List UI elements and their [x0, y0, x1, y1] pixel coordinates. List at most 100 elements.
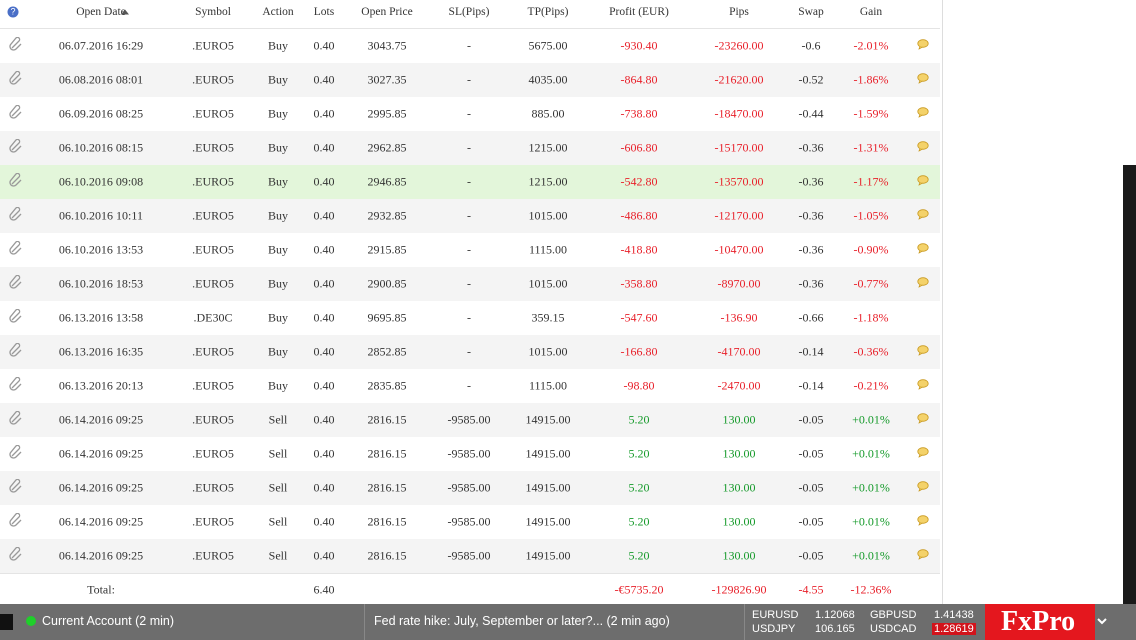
cell: 130.00: [722, 548, 756, 563]
cell: -2470.00: [717, 378, 761, 393]
column-header[interactable]: Symbol: [195, 6, 231, 18]
cell: 2962.85: [367, 140, 407, 155]
news-headline[interactable]: Fed rate hike: July, September or later?…: [374, 614, 670, 628]
logo-box[interactable]: FxPro: [985, 604, 1095, 640]
trade-row[interactable]: 06.08.2016 08:01 .EURO5 Buy 0.40 3027.35 - 403…: [0, 63, 940, 98]
cell: -486.80: [620, 208, 658, 223]
quote-price: 1.28619: [932, 623, 976, 635]
trade-row[interactable]: 06.10.2016 10:11 .EURO5 Buy 0.40 2932.85 - 101…: [0, 199, 940, 234]
attach-icon[interactable]: [9, 172, 23, 191]
comment-icon[interactable]: [917, 549, 929, 564]
attach-icon[interactable]: [9, 104, 23, 123]
trade-row[interactable]: 06.10.2016 18:53 .EURO5 Buy 0.40 2900.85 - 101…: [0, 267, 940, 302]
attach-icon[interactable]: [9, 410, 23, 429]
total-profit: -€5735.20: [614, 582, 664, 597]
comment-icon[interactable]: [917, 175, 929, 190]
attach-icon[interactable]: [9, 138, 23, 157]
attach-icon[interactable]: [9, 206, 23, 225]
cell: 1115.00: [528, 242, 568, 257]
trade-row[interactable]: 06.13.2016 20:13 .EURO5 Buy 0.40 2835.85 - 111…: [0, 369, 940, 404]
column-header[interactable]: Pips: [729, 6, 749, 18]
chevron[interactable]: [1096, 616, 1108, 626]
cell: 130.00: [722, 412, 756, 427]
cell: 06.10.2016 13:53: [58, 242, 144, 257]
cell: 885.00: [531, 106, 565, 121]
trade-row[interactable]: 06.10.2016 09:08 .EURO5 Buy 0.40 2946.85 - 121…: [0, 165, 940, 200]
column-header[interactable]: Open Date: [76, 6, 126, 18]
menu-square[interactable]: [0, 614, 13, 630]
cell: -9585.00: [447, 548, 491, 563]
cell: Buy: [267, 208, 289, 223]
comment-icon[interactable]: [917, 73, 929, 88]
attach-icon[interactable]: [9, 240, 23, 259]
attach-icon[interactable]: [9, 342, 23, 361]
column-header[interactable]: Action: [262, 6, 294, 18]
cell: -1.18%: [853, 310, 889, 325]
comment-icon[interactable]: [917, 413, 929, 428]
cell: 0.40: [313, 38, 335, 53]
cell: 14915.00: [525, 446, 571, 461]
cell: -10470.00: [714, 242, 764, 257]
attach-icon[interactable]: [9, 376, 23, 395]
comment-icon[interactable]: [917, 141, 929, 156]
trade-row[interactable]: 06.14.2016 09:25 .EURO5 Sell 0.40 2816.15 -95…: [0, 471, 940, 506]
attach-icon[interactable]: [9, 478, 23, 497]
cell: 0.40: [313, 310, 335, 325]
status-bar: Current Account (2 min) Fed rate hike: J…: [0, 604, 1136, 640]
cell: Buy: [267, 140, 289, 155]
cell: 06.14.2016 09:25: [58, 446, 144, 461]
attach-icon[interactable]: [9, 512, 23, 531]
trade-row[interactable]: 06.10.2016 08:15 .EURO5 Buy 0.40 2962.85 - 121…: [0, 131, 940, 166]
column-header[interactable]: Profit (EUR): [609, 6, 669, 18]
cell: -: [467, 310, 471, 325]
cell: 06.13.2016 13:58: [58, 310, 144, 325]
cell: .EURO5: [192, 242, 234, 257]
attach-icon[interactable]: [9, 36, 23, 55]
trade-row[interactable]: 06.10.2016 13:53 .EURO5 Buy 0.40 2915.85 - 111…: [0, 233, 940, 268]
comment-icon[interactable]: [917, 277, 929, 292]
column-header[interactable]: Swap: [798, 6, 824, 18]
comment-icon[interactable]: [917, 39, 929, 54]
trade-row[interactable]: 06.07.2016 16:29 .EURO5 Buy 0.40 3043.75 - 567…: [0, 29, 940, 64]
trade-row[interactable]: 06.14.2016 09:25 .EURO5 Sell 0.40 2816.15 -95…: [0, 437, 940, 472]
account-status[interactable]: Current Account (2 min): [42, 614, 174, 628]
quote-symbol: USDJPY: [752, 623, 796, 635]
quote-price: 1.41438: [934, 609, 974, 621]
column-header[interactable]: Open Price: [361, 6, 413, 18]
cell: -0.21%: [853, 378, 889, 393]
cell: -0.14: [798, 378, 824, 393]
comment-icon[interactable]: [917, 447, 929, 462]
comment-icon[interactable]: [917, 107, 929, 122]
trade-row[interactable]: 06.09.2016 08:25 .EURO5 Buy 0.40 2995.85 - 885…: [0, 97, 940, 132]
column-header[interactable]: SL(Pips): [448, 6, 490, 18]
attach-icon[interactable]: [9, 274, 23, 293]
trade-row[interactable]: 06.14.2016 09:25 .EURO5 Sell 0.40 2816.15 -95…: [0, 403, 940, 438]
trade-row[interactable]: 06.13.2016 13:58 .DE30C Buy 0.40 9695.85 - 359…: [0, 301, 940, 336]
cell: 2835.85: [367, 378, 407, 393]
column-header[interactable]: Lots: [313, 6, 335, 18]
trade-row[interactable]: 06.13.2016 16:35 .EURO5 Buy 0.40 2852.85 - 101…: [0, 335, 940, 370]
attach-icon[interactable]: [9, 444, 23, 463]
comment-icon[interactable]: [917, 345, 929, 360]
attach-icon[interactable]: [9, 546, 23, 565]
help-icon[interactable]: ?: [7, 6, 19, 18]
cell: 2915.85: [367, 242, 407, 257]
trade-row[interactable]: 06.14.2016 09:25 .EURO5 Sell 0.40 2816.15 -95…: [0, 539, 940, 574]
cell: .EURO5: [192, 412, 234, 427]
comment-icon[interactable]: [917, 481, 929, 496]
total-label: Total:: [87, 582, 115, 597]
comment-icon[interactable]: [917, 515, 929, 530]
comment-icon[interactable]: [917, 243, 929, 258]
trade-row[interactable]: 06.14.2016 09:25 .EURO5 Sell 0.40 2816.15 -95…: [0, 505, 940, 540]
cell: -0.36: [798, 140, 824, 155]
comment-icon[interactable]: [917, 209, 929, 224]
cell: -0.6: [801, 38, 821, 53]
column-header[interactable]: TP(Pips): [527, 6, 569, 18]
cell: -0.66: [798, 310, 824, 325]
attach-icon[interactable]: [9, 70, 23, 89]
cell: -0.36: [798, 242, 824, 257]
comment-icon[interactable]: [917, 379, 929, 394]
attach-icon[interactable]: [9, 308, 23, 327]
cell: -930.40: [620, 38, 658, 53]
column-header[interactable]: Gain: [859, 6, 883, 18]
